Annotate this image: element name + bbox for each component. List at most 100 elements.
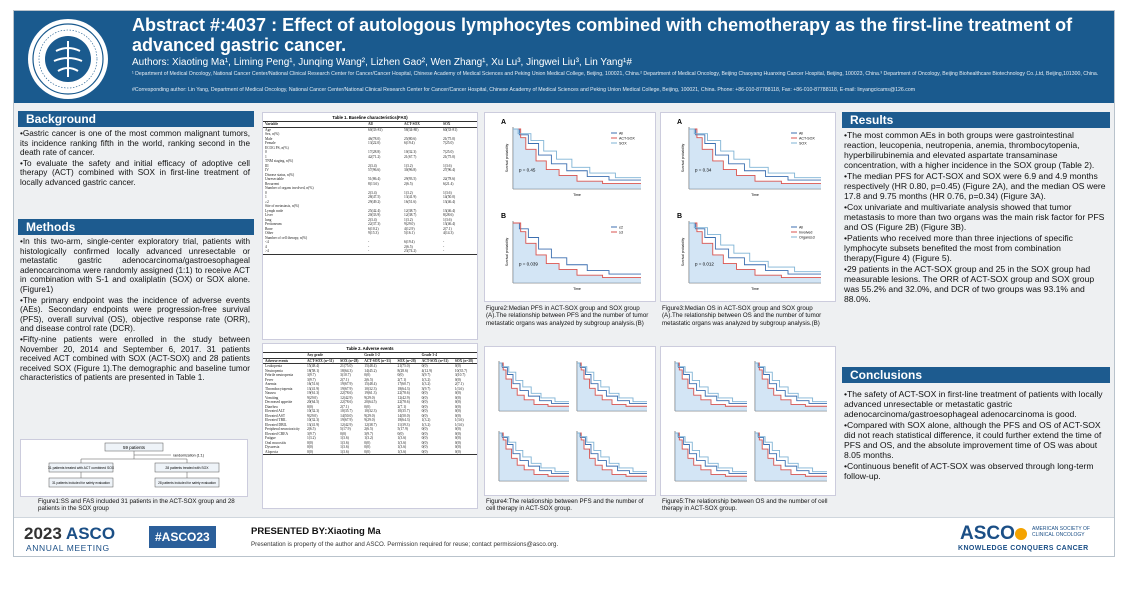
survival-curve — [675, 432, 747, 477]
table1-cell: 28(47.5) — [368, 195, 381, 199]
survival-curve — [513, 128, 641, 181]
table2-cell: 10(32.3) — [306, 409, 320, 413]
x-axis-label: Time — [573, 193, 581, 197]
table2-cell: Elevated TBIL — [265, 418, 287, 422]
table2-cell: 0(0) — [364, 445, 371, 449]
table2-cell: 12(38.7) — [364, 422, 377, 427]
table2-header-cell: SOX (n=28) — [340, 358, 359, 363]
table1-cell: Age — [265, 127, 271, 132]
table-row: IV 57(96.6) 30(96.8) 27(96.4) — [263, 168, 477, 173]
results-paragraph: •The median PFS for ACT-SOX and SOX were… — [844, 171, 1106, 201]
table2-cell: Vomiting — [265, 395, 279, 400]
table2-cell: 1(3.6) — [397, 436, 407, 440]
table1-header-cell: ACT-SOX — [404, 122, 420, 126]
table1-header-cell: SOX — [442, 122, 451, 126]
table1-cell: Recurrent — [265, 181, 280, 186]
table2-cell: 2(7.1) — [397, 377, 407, 382]
table1-header-cell: All — [368, 122, 373, 126]
table1-cell: 9(15.3) — [368, 231, 379, 235]
figure4-panel — [484, 346, 656, 496]
survival-curve — [513, 222, 641, 275]
panel-label: B — [501, 213, 506, 220]
table1-cell: 13(46.4) — [442, 208, 456, 213]
table1-cell: 29(93.5) — [404, 177, 417, 181]
survival-curve — [513, 128, 641, 184]
table1-cell: TNM staging, n(%) — [265, 159, 294, 163]
table2-cell: Febrile neutropenia — [265, 373, 294, 377]
legend-label: All — [799, 226, 803, 230]
p-value-label: p = 0.039 — [519, 262, 538, 267]
table2-cell: 0(0) — [454, 445, 461, 449]
background-text: •Gastric cancer is one of the most commo… — [20, 129, 250, 189]
table2-cell: 0(0) — [364, 440, 371, 445]
table1-cell: Liver — [265, 213, 273, 217]
survival-curve — [689, 222, 821, 275]
survival-curve — [513, 128, 641, 179]
table2-cell: 4(12.9) — [421, 368, 433, 373]
affiliations: ¹ Department of Medical Oncology, Nation… — [132, 71, 1099, 77]
conclusions-paragraph: •The safety of ACT-SOX in first-line tre… — [844, 389, 1103, 419]
table2-cell: 19(67.9) — [340, 418, 353, 422]
table2-cell: 0(0) — [364, 404, 371, 409]
table2-cell: 1(3.2) — [421, 377, 431, 382]
survival-curve — [689, 222, 821, 273]
table2-cell: Decreased appetite — [265, 400, 293, 404]
figure5-caption: Figure5:The relationship between OS and … — [662, 498, 828, 513]
table2-cell: 14(45.2) — [364, 368, 377, 373]
table1-cell: 2(7.1) — [442, 226, 452, 231]
table2-cell: 19(67.9) — [340, 382, 353, 386]
table1-cell: 25(80.6) — [404, 136, 417, 141]
table-row: Number of organs involved, n(%) — [263, 186, 477, 191]
table2-group-header: Any grade — [306, 353, 324, 357]
subgroup-plot — [674, 361, 747, 412]
table-row: Febrile neutropenia 3(9.7) 3(10.7) 0(0) 0(0)… — [263, 373, 477, 378]
table-row: Anemia 16(51.6) 19(67.9) 15(48.4) 17(60.7) 1(… — [263, 382, 477, 387]
survival-curve — [675, 432, 747, 474]
table2-cell: 12(42.9) — [340, 422, 353, 427]
figure5-km-plots — [674, 361, 827, 482]
table2-cell: 0(0) — [421, 427, 428, 431]
table-row: Peritoneum 22(37.3) 9(29.0) 13(46.4) — [263, 222, 477, 227]
table2-cell: 2(7.1) — [454, 382, 464, 386]
poster: Abstract #:4037 : Effect of autologous l… — [13, 10, 1115, 557]
subgroup-plot — [754, 431, 827, 482]
table-row: Fatigue 1(3.2) 1(3.6) 1(3.2) 1(3.6) 0(0) 0(0) — [263, 436, 477, 441]
table2-cell: 20(64.5) — [364, 400, 377, 404]
table1-cell: Number of cell therapy, n(%) — [265, 235, 308, 240]
table1-cell: 22(78.6) — [442, 177, 456, 181]
table1-cell: Unresectable — [265, 177, 284, 181]
flowchart-diagram: 59 patients randomization (1:1) 31 patie… — [48, 442, 220, 488]
table1-cell: Site of metastasis, n(%) — [265, 204, 300, 208]
table1-cell: 17(28.8) — [368, 150, 381, 154]
table1-cell: Male — [265, 136, 273, 141]
table-row: Nausea 19(61.3) 22(78.6) 19(61.3) 22(78.6) 0(… — [263, 391, 477, 396]
table2-cell: 0(0) — [306, 404, 313, 409]
table-row: >4 - 23(74.2) - — [263, 249, 477, 254]
subgroup-plot — [576, 361, 647, 412]
table-row: TNM staging, n(%) — [263, 159, 477, 164]
table1-cell: - — [368, 240, 370, 244]
corresponding-author: #Corresponding author: Lin Yang, Departm… — [132, 87, 916, 93]
table-row: Elevated DBIL 13(41.9) 12(42.9) 12(38.7) 11(… — [263, 423, 477, 428]
table1-cell: 21(75.0) — [442, 154, 456, 159]
confidence-band — [689, 223, 821, 283]
table2-cell: 18(64.3) — [340, 368, 353, 373]
table2-cell: 19(61.3) — [306, 391, 320, 395]
table1-cell: - — [442, 244, 445, 249]
x-axis-label: Time — [573, 287, 581, 291]
table1-cell: 1(3.2) — [404, 163, 413, 168]
table1-cell: 6(21.4) — [442, 181, 454, 186]
poster-header: Abstract #:4037 : Effect of autologous l… — [14, 11, 1114, 103]
panel-label: B — [677, 213, 682, 220]
table2-cell: 0(0) — [421, 400, 428, 404]
presented-by: PRESENTED BY:Xiaoting Ma — [251, 526, 381, 537]
table2-cell: Thrombocytopenia — [265, 386, 293, 391]
asco-society-wordmark: ASCO — [960, 523, 1015, 544]
table2-cell: 2(7.1) — [340, 377, 349, 382]
table2-cell: 1(3.6) — [454, 422, 464, 427]
table-row: Peripheral neurotoxicity 2(6.5) 5(17.9) 2(6… — [263, 427, 477, 432]
table2-cell: 0(0) — [454, 440, 461, 445]
